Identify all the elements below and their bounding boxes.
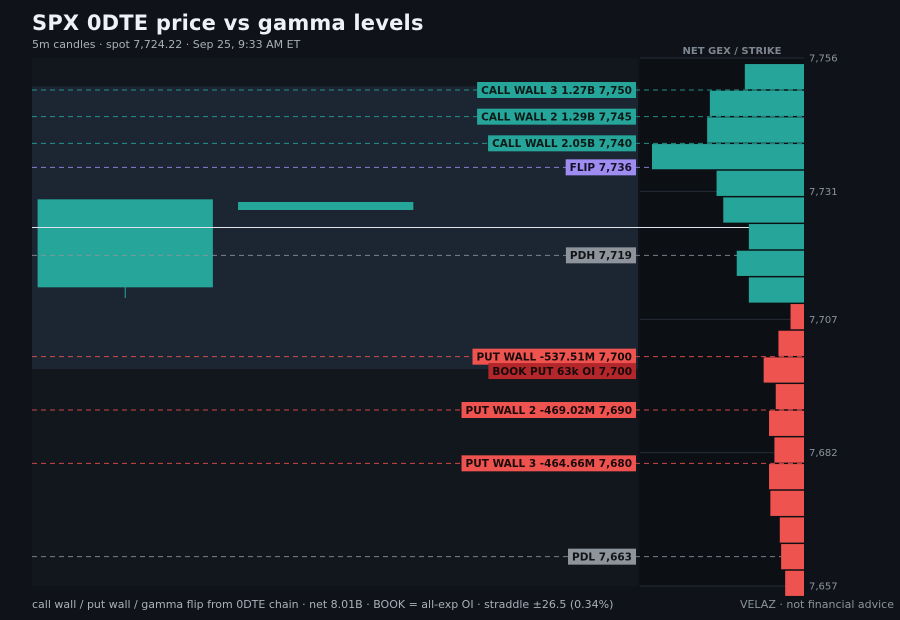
level-label: CALL WALL 2.05B 7,740 [492,138,632,150]
level-label: PUT WALL 2 -469.02M 7,690 [466,405,632,417]
gex-bar [736,250,804,276]
gex-bar [748,224,804,250]
level-prior: PDH 7,719 [32,247,804,264]
level-call: CALL WALL 2 1.29B 7,745 [32,108,804,125]
gex-bar [769,410,804,436]
level-prior: PDL 7,663 [32,548,804,565]
level-label-box [472,348,636,365]
y-tick-label: 7,657 [809,582,838,593]
level-label-box [565,159,636,176]
level-put: PUT WALL 2 -469.02M 7,690 [32,402,804,418]
level-label: CALL WALL 2 1.29B 7,745 [481,111,632,123]
level-label-box [488,363,636,380]
level-label: BOOK PUT 63k OI 7,700 [492,366,632,378]
level-label-box [568,548,636,565]
gex-bar [778,330,804,356]
gex-bar [763,357,804,383]
candle-body [238,202,414,210]
gex-bar [775,384,804,410]
gex-bar [744,64,804,90]
gex-bar [716,170,804,196]
gex-bar [774,437,804,463]
gex-bar [748,277,804,303]
level-label: PDH 7,719 [570,250,632,262]
level-label-box [565,247,636,264]
level-label: PUT WALL 3 -464.66M 7,680 [466,458,632,470]
candle [37,199,213,298]
gex-bar [707,117,804,143]
gex-bar [769,464,804,490]
gex-bar [781,544,804,570]
level-label: PUT WALL -537.51M 7,700 [476,351,632,363]
level-label: FLIP 7,736 [570,162,632,174]
gex-bar [770,490,804,516]
y-tick-label: 7,756 [809,54,838,65]
y-tick-label: 7,731 [809,187,838,198]
level-call: CALL WALL 3 1.27B 7,750 [32,82,804,98]
y-tick-label: 7,682 [809,448,838,459]
gex-panel-title: NET GEX / STRIKE [683,46,782,57]
chart-subtitle: 5m candles · spot 7,724.22 · Sep 25, 9:3… [32,38,301,51]
level-label-box [488,135,636,152]
gex-bar [785,570,804,596]
gex-bar [723,197,804,223]
level-put: PUT WALL -537.51M 7,700 [32,348,804,365]
level-call: CALL WALL 2.05B 7,740 [32,135,804,152]
level-label-box [477,82,636,98]
level-label-box [461,402,636,418]
level-flip: FLIP 7,736 [32,159,804,176]
candle-body [37,199,213,288]
candle [238,202,414,210]
level-label-box [461,455,636,472]
y-tick-label: 7,707 [809,315,838,326]
level-book: BOOK PUT 63k OI 7,700 [488,363,636,380]
footer-notes: call wall / put wall / gamma flip from 0… [32,598,614,611]
footer-disclaimer: VELAZ · not financial advice [739,598,894,611]
gex-bar [709,90,804,116]
level-put: PUT WALL 3 -464.66M 7,680 [32,455,804,472]
level-label: PDL 7,663 [572,551,632,563]
level-label: CALL WALL 3 1.27B 7,750 [481,85,632,97]
gex-bar [652,144,804,170]
level-label-box [477,108,636,125]
chart-title: SPX 0DTE price vs gamma levels [32,11,424,35]
gex-bar [790,304,804,330]
gex-bar [779,517,804,543]
